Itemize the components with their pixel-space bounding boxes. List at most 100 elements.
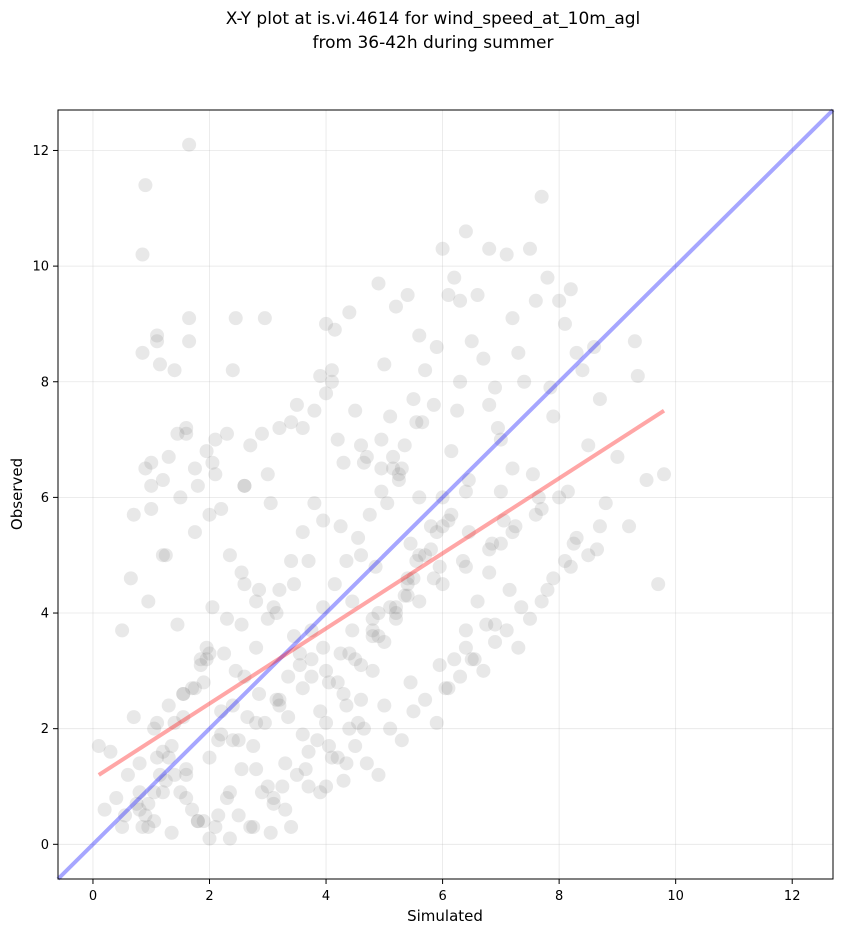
data-point — [418, 548, 433, 563]
data-point — [598, 496, 613, 511]
data-point — [557, 316, 572, 331]
data-point — [493, 432, 508, 447]
data-point — [310, 733, 325, 748]
data-point — [182, 137, 197, 152]
data-point — [531, 490, 546, 505]
data-point — [482, 397, 497, 412]
data-point — [234, 762, 249, 777]
data-point — [488, 380, 503, 395]
data-point — [630, 368, 645, 383]
data-point — [587, 340, 602, 355]
data-point — [482, 565, 497, 580]
data-point — [214, 501, 229, 516]
data-point — [219, 611, 234, 626]
data-point — [488, 617, 503, 632]
data-point — [231, 733, 246, 748]
data-point — [339, 698, 354, 713]
data-point — [453, 669, 468, 684]
data-point — [348, 403, 363, 418]
data-point — [144, 455, 159, 470]
fit-line — [97, 408, 666, 777]
data-point — [359, 449, 374, 464]
data-point — [228, 311, 243, 326]
data-point — [505, 461, 520, 476]
data-point — [354, 438, 369, 453]
data-point — [135, 345, 150, 360]
data-point — [272, 421, 287, 436]
data-point — [400, 571, 415, 586]
data-point — [592, 392, 607, 407]
data-point — [161, 449, 176, 464]
data-point — [243, 438, 258, 453]
x-axis-label: Simulated — [407, 907, 483, 925]
data-point — [167, 363, 182, 378]
data-point — [365, 623, 380, 638]
data-point — [397, 588, 412, 603]
data-point — [546, 409, 561, 424]
data-point — [222, 831, 237, 846]
data-point — [202, 750, 217, 765]
identity-line — [56, 108, 835, 881]
data-point — [563, 559, 578, 574]
data-point — [301, 744, 316, 759]
data-point — [432, 559, 447, 574]
data-point — [377, 698, 392, 713]
data-point — [217, 646, 232, 661]
data-point — [208, 432, 223, 447]
data-point — [272, 698, 287, 713]
data-point — [141, 594, 156, 609]
data-point — [458, 559, 473, 574]
data-point — [447, 652, 462, 667]
data-point — [150, 715, 165, 730]
data-point — [254, 426, 269, 441]
data-point — [319, 779, 334, 794]
data-point — [482, 241, 497, 256]
data-point — [415, 415, 430, 430]
data-point — [374, 484, 389, 499]
data-point — [383, 721, 398, 736]
data-point — [182, 334, 197, 349]
data-point — [141, 796, 156, 811]
data-point — [397, 438, 412, 453]
data-point — [371, 629, 386, 644]
reference-lines — [56, 108, 835, 881]
data-point — [639, 473, 654, 488]
data-point — [388, 606, 403, 621]
data-point — [286, 577, 301, 592]
data-point — [295, 727, 310, 742]
data-point — [147, 814, 162, 829]
data-point — [479, 617, 494, 632]
data-point — [362, 507, 377, 522]
data-point — [196, 814, 211, 829]
data-point — [528, 507, 543, 522]
data-point — [187, 681, 202, 696]
data-point — [126, 507, 141, 522]
data-point — [356, 721, 371, 736]
data-point — [412, 594, 427, 609]
data-point — [228, 663, 243, 678]
x-tick-label: 12 — [784, 889, 801, 904]
data-point — [301, 553, 316, 568]
data-point — [164, 739, 179, 754]
data-point — [426, 571, 441, 586]
data-point — [289, 397, 304, 412]
x-tick-label: 0 — [89, 889, 97, 904]
data-point — [240, 710, 255, 725]
data-point — [517, 374, 532, 389]
data-point — [354, 548, 369, 563]
data-point — [284, 553, 299, 568]
data-point — [237, 478, 252, 493]
data-point — [388, 600, 403, 615]
data-point — [246, 739, 261, 754]
data-point — [269, 606, 284, 621]
data-point — [348, 739, 363, 754]
data-point — [316, 513, 331, 528]
data-point — [563, 282, 578, 297]
data-point — [386, 461, 401, 476]
y-tick-label: 10 — [32, 260, 49, 275]
data-point — [412, 490, 427, 505]
data-point — [135, 819, 150, 834]
data-point — [272, 692, 287, 707]
data-point — [339, 553, 354, 568]
data-point — [313, 785, 328, 800]
